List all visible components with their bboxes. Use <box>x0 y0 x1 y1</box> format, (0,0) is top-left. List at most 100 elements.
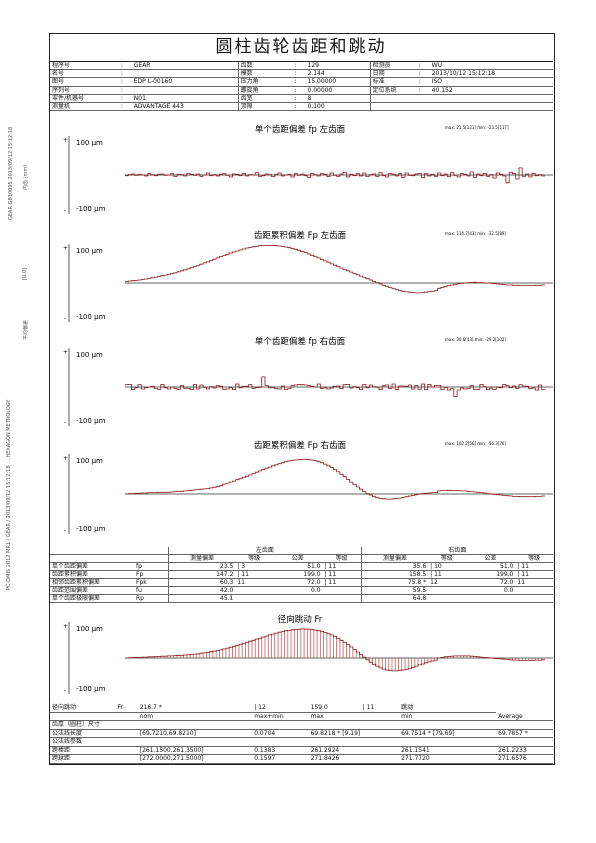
results-cell <box>515 586 553 595</box>
header-cell: 2013/10/12 15:12:18 <box>429 69 553 79</box>
header-cell: 2.144 <box>305 69 371 79</box>
header-cell: ISO <box>429 77 553 87</box>
header-cell <box>429 94 553 103</box>
results-row-symbol: fp <box>134 562 169 571</box>
size-col-header: max+min <box>252 712 309 721</box>
side-labels: GEAR GB10095 2013/09/12 15:12:18 内齿 (mm)… <box>8 40 44 810</box>
size-cell: 261.2233 <box>496 746 553 755</box>
size-cell: 69.8218 * [9.19] <box>308 729 400 738</box>
header-cell: 压力角 <box>237 77 293 87</box>
header-table: 程序号: GEAR 齿数:129 检测员: WU 名号: 模数:2.144 日期:2013/1… <box>50 62 553 112</box>
results-col-header: 公差 <box>272 554 323 563</box>
series-line <box>125 458 545 500</box>
header-cell: : <box>416 77 430 87</box>
results-cell: 59.5 <box>360 586 429 595</box>
header-cell: 日期 <box>369 69 417 79</box>
chart-Fp-left: 齿距累积偏差 Fp 左齿面 max: 114.7[43] min: -32.5[8… <box>50 226 553 328</box>
header-cell: 8 <box>305 94 371 103</box>
results-cell <box>515 594 553 603</box>
plus-marker: + <box>63 349 68 356</box>
header-row: 名号: 模数:2.144 日期:2013/10/12 15:12:18 <box>50 69 553 79</box>
results-col-header: 公差 <box>465 554 516 563</box>
header-cell: 检测员 <box>369 62 417 71</box>
results-row-symbol: Fpk <box>134 578 169 587</box>
results-row-symbol: Fp <box>134 570 169 579</box>
minus-marker: - <box>64 527 66 534</box>
results-cell: 158.5 <box>360 570 429 579</box>
left-flank-header: 左齿面 <box>168 547 362 555</box>
y-top-label: 100 µm <box>76 457 103 465</box>
size-cell <box>399 720 497 730</box>
size-cell: 69.7857 * <box>496 729 553 738</box>
side-label-2: 内齿 (mm) <box>23 164 29 190</box>
header-cell: 图号 <box>50 77 119 87</box>
runout-cell: | 11 <box>360 704 400 713</box>
results-cell <box>428 594 466 603</box>
results-cell: 72.0 <box>272 578 323 587</box>
results-cell: | 3 <box>235 562 273 571</box>
size-cell <box>252 720 309 730</box>
header-cell <box>131 69 239 79</box>
footer-text: PC-DMIS 2012 MR1 / GEAR / 2013/09/12 15:… <box>6 399 12 590</box>
header-cell <box>369 94 417 103</box>
header-cell: : <box>416 69 430 79</box>
results-col-header: 测量偏差 <box>360 554 429 563</box>
header-cell: 129 <box>305 62 371 71</box>
header-cell: : <box>416 62 430 71</box>
header-cell: 序列号 <box>50 86 119 95</box>
runout-cell: 径向跳动 <box>50 704 116 713</box>
header-cell: 模数 <box>237 69 293 79</box>
header-cell <box>416 102 430 112</box>
size-row: 公法线长度 [69.7210,69.8210] 0.0704 69.8218 * [9… <box>50 729 553 738</box>
results-cell: 0.0 <box>272 586 323 595</box>
chart-title: 单个齿距偏差 fp 右齿面 <box>255 336 346 347</box>
results-cell: | 11 <box>235 570 273 579</box>
header-cell <box>369 102 417 112</box>
size-cell: 0.1383 <box>252 746 309 755</box>
results-cell <box>235 586 273 595</box>
results-cell: 64.8 <box>360 594 429 603</box>
results-row-label: 单个齿距极限偏差 <box>50 594 134 603</box>
chart-fp-left: 单个齿距偏差 fp 左齿面 max: 21.5[121] min: -23.5[1… <box>50 120 553 220</box>
results-col-header: 等级 <box>428 554 466 563</box>
size-cell: [69.7210,69.8210] <box>137 729 253 738</box>
chart-title: 齿距累积偏差 Fp 右齿面 <box>254 440 347 451</box>
plus-marker: + <box>63 623 68 630</box>
size-cell: 齿厚（圆柱）尺寸 <box>50 720 138 730</box>
header-cell: : <box>118 69 132 79</box>
results-cell: | 11 <box>515 570 553 579</box>
results-cell: 0.0 <box>465 586 516 595</box>
results-cell: | 11 <box>322 578 362 587</box>
results-cell: 51.0 <box>272 562 323 571</box>
size-cell: 公法线参数 <box>50 737 138 747</box>
report-frame <box>49 33 555 765</box>
header-cell <box>131 86 239 95</box>
size-cell: 271.7720 <box>399 754 497 764</box>
size-row: 跨球距 [272.0000,271.5000] 0.1597 271.8426 271.… <box>50 754 553 764</box>
results-cell: 199.0 <box>465 570 516 579</box>
results-cell: 60.3 <box>168 578 236 587</box>
chart-title: 单个齿距偏差 fp 左齿面 <box>255 124 346 135</box>
size-cell: 公法线长度 <box>50 729 138 738</box>
size-cell: 跨球距 <box>50 754 138 764</box>
results-row: 相邻齿距累积偏差 Fpk 60.3 11 72.0 | 11 75.8 * 12 72.0 11 <box>50 578 553 587</box>
series-line <box>125 245 545 294</box>
size-cell: 0.1597 <box>252 754 309 764</box>
chart-runout: 径向跳动 Fr 100 µm -100 µm + - <box>50 610 595 704</box>
size-cell <box>137 720 253 730</box>
size-cell: 271.6576 <box>496 754 553 764</box>
results-cell: 11 <box>515 578 553 587</box>
y-bottom-label: -100 µm <box>76 685 106 693</box>
header-cell: 0.100 <box>305 102 371 112</box>
plus-marker: + <box>63 137 68 144</box>
results-col-header: 等级 <box>515 554 553 563</box>
blank <box>134 554 169 563</box>
size-cell: [261.1500,261.3500] <box>137 746 253 755</box>
results-row-label: 单个齿距偏差 <box>50 562 134 571</box>
header-cell: : <box>292 102 306 112</box>
header-row: 图号: EDP L-00160 压力角:15.00000 标准: ISO <box>50 77 553 87</box>
results-cell: 147.2 <box>168 570 236 579</box>
side-label-3: [0.0] <box>22 268 28 280</box>
y-top-label: 100 µm <box>76 351 103 359</box>
results-col-header: 等级 <box>235 554 273 563</box>
